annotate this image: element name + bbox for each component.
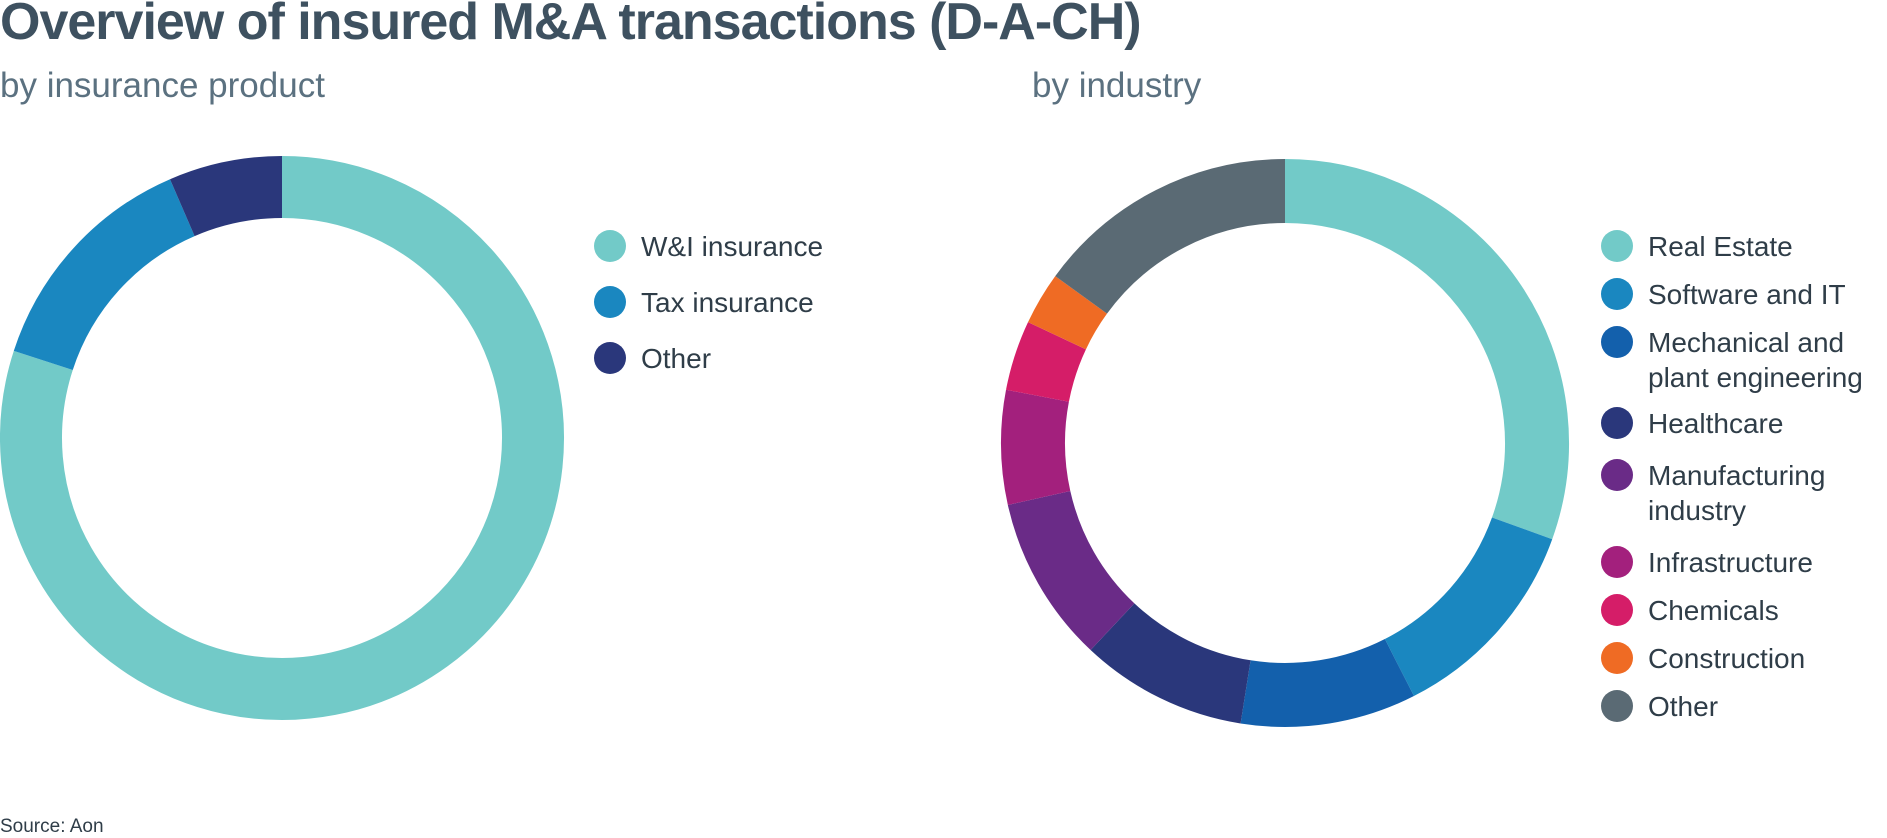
- legend-swatch: [594, 286, 626, 318]
- legend-item-manufacturing-industry: Manufacturing industry: [1601, 458, 1825, 528]
- legend-swatch: [1601, 690, 1633, 722]
- donut-slice-chemicals: [1006, 322, 1087, 403]
- legend-item-other: Other: [594, 341, 711, 376]
- legend-swatch: [1601, 326, 1633, 358]
- donut-slice-tax-insurance: [13, 179, 196, 371]
- legend-item-healthcare: Healthcare: [1601, 406, 1783, 441]
- donut-slice-software-and-it: [1384, 516, 1553, 697]
- legend-item-chemicals: Chemicals: [1601, 593, 1779, 628]
- donut-slice-other: [1055, 159, 1286, 315]
- legend-swatch: [1601, 594, 1633, 626]
- legend-item-tax-insurance: Tax insurance: [594, 285, 814, 320]
- legend-label: Real Estate: [1648, 231, 1793, 262]
- legend-item-real-estate: Real Estate: [1601, 229, 1793, 264]
- donut-slice-other: [170, 156, 283, 237]
- legend-swatch: [594, 342, 626, 374]
- chart-subtitle-insurance-product: by insurance product: [0, 66, 325, 105]
- legend-label: Healthcare: [1648, 408, 1784, 439]
- legend-label: Construction: [1648, 643, 1806, 674]
- legend-item-other: Other: [1601, 689, 1718, 724]
- page-title: Overview of insured M&A transactions (D-…: [0, 0, 1142, 51]
- legend-item-mechanical-and-plant-engineering: Mechanical and plant engineering: [1601, 325, 1863, 395]
- legend-swatch: [1601, 407, 1633, 439]
- legend-item-w-i-insurance: W&I insurance: [594, 229, 823, 264]
- legend-label: Mechanical and plant engineering: [1648, 327, 1863, 393]
- legend-label: Manufacturing industry: [1648, 460, 1826, 526]
- legend-swatch: [1601, 278, 1633, 310]
- source-note: Source: Aon: [0, 816, 104, 837]
- legend-swatch: [1601, 642, 1633, 674]
- legend-swatch: [594, 230, 626, 262]
- legend-swatch: [1601, 459, 1633, 491]
- legend-label: Software and IT: [1648, 279, 1846, 310]
- legend-item-software-and-it: Software and IT: [1601, 277, 1846, 312]
- donut-slice-infrastructure: [1001, 389, 1071, 505]
- donut-chart-insurance-product: [0, 156, 564, 720]
- donut-slice-healthcare: [1090, 602, 1252, 724]
- donut-slice-w-i-insurance: [0, 156, 564, 720]
- donut-slice-real-estate: [1284, 159, 1569, 540]
- legend-label: Infrastructure: [1648, 547, 1813, 578]
- chart-subtitle-industry: by industry: [1032, 66, 1202, 105]
- legend-swatch: [1601, 230, 1633, 262]
- legend-label: Tax insurance: [641, 287, 814, 318]
- legend-item-infrastructure: Infrastructure: [1601, 545, 1813, 580]
- legend-label: Chemicals: [1648, 595, 1779, 626]
- donut-slice-manufacturing-industry: [1007, 490, 1135, 651]
- legend-item-construction: Construction: [1601, 641, 1805, 676]
- donut-slice-mechanical-and-plant-engineering: [1240, 638, 1414, 727]
- legend-label: Other: [641, 343, 712, 374]
- donut-chart-industry: [1001, 159, 1569, 727]
- legend-swatch: [1601, 546, 1633, 578]
- legend-label: Other: [1648, 691, 1719, 722]
- legend-label: W&I insurance: [641, 231, 824, 262]
- donut-slice-construction: [1028, 276, 1108, 350]
